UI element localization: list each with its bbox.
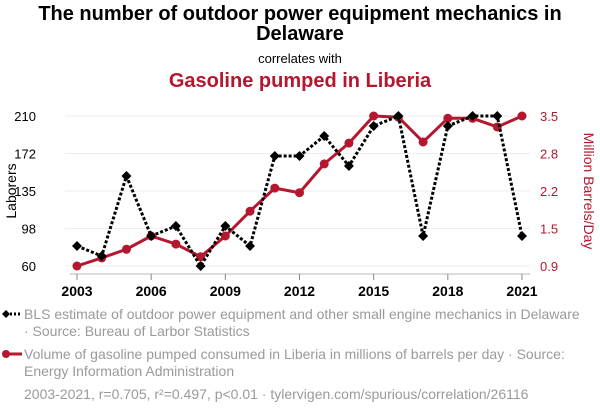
y-axis-label-right: Million Barrels/Day	[581, 133, 597, 250]
series2-point	[72, 261, 82, 271]
series1-point	[467, 111, 478, 121]
chart-subtitle: correlates with	[258, 51, 342, 66]
x-tick-label: 2012	[284, 283, 315, 299]
legend-item-series2: Volume of gasoline pumped consumed in Li…	[2, 346, 584, 380]
x-tick-label: 2009	[210, 283, 241, 299]
y-tick-label-right: 1.5	[540, 222, 558, 237]
series2-point	[369, 111, 379, 121]
x-tick-label: 2018	[432, 283, 463, 299]
series1-point	[170, 221, 181, 231]
series2-point	[196, 252, 206, 262]
series1-point	[442, 121, 453, 131]
y-tick-label-right: 3.5	[540, 109, 558, 124]
series1-point	[492, 111, 503, 121]
series1-point	[368, 121, 379, 131]
y-axis-label-left: Laborers	[3, 163, 19, 218]
series1-point	[96, 251, 107, 261]
series-layer	[72, 111, 527, 271]
y-tick-label-left: 135	[14, 184, 36, 199]
series2-point	[121, 244, 131, 254]
series2-point	[270, 183, 280, 193]
series1-point	[245, 241, 256, 251]
footer-stats: 2003-2021, r=0.705, r²=0.497, p<0.01 · t…	[24, 386, 529, 402]
series1-point	[146, 231, 157, 241]
y-tick-label-right: 0.9	[540, 259, 558, 274]
series2-point	[319, 159, 329, 169]
y-tick-label-left: 172	[14, 147, 36, 162]
series1-point	[418, 231, 429, 241]
series2-point	[344, 138, 354, 148]
x-tick-label: 2021	[506, 283, 537, 299]
x-tick-label: 2015	[358, 283, 389, 299]
series1-point	[343, 161, 354, 171]
series2-point	[171, 239, 181, 249]
chart-title: The number of outdoor power equipment me…	[38, 3, 562, 45]
dotted-diamond-line-icon	[2, 310, 22, 318]
series1-point	[517, 231, 527, 241]
series1-point	[195, 261, 206, 271]
y-tick-label-left: 210	[14, 109, 36, 124]
legend-label-series2: Volume of gasoline pumped consumed in Li…	[24, 346, 565, 379]
series1-point	[319, 131, 330, 141]
y-tick-label-left: 60	[22, 259, 36, 274]
x-tick-label: 2003	[61, 283, 92, 299]
series2-point	[220, 231, 230, 241]
series1-point	[121, 171, 132, 181]
axes: 60 0.9 98 1.5 135 2.2 172 2.8 210 3.5 2003 2006 2009…	[14, 109, 558, 299]
series2-point	[245, 206, 255, 216]
series1-point	[294, 151, 305, 161]
x-tick-label: 2006	[136, 283, 167, 299]
series1-point	[72, 241, 82, 251]
series1-point	[269, 151, 280, 161]
y-tick-label-right: 2.8	[540, 147, 558, 162]
series2-point	[295, 188, 304, 198]
chart-title-secondary: Gasoline pumped in Liberia	[168, 70, 432, 92]
legend-label-series1: BLS estimate of outdoor power equipment …	[24, 306, 580, 339]
series2-point	[443, 113, 453, 123]
series1-point	[393, 111, 404, 121]
y-tick-label-left: 98	[22, 222, 36, 237]
solid-circle-line-icon	[2, 350, 22, 358]
legend-item-series1: BLS estimate of outdoor power equipment …	[2, 306, 584, 340]
series1-point	[220, 221, 231, 231]
series2-point	[418, 137, 428, 147]
y-tick-label-right: 2.2	[540, 184, 558, 199]
series2-point	[517, 111, 527, 121]
line-chart: 60 0.9 98 1.5 135 2.2 172 2.8 210 3.5 2003 2006 2009…	[3, 109, 597, 299]
